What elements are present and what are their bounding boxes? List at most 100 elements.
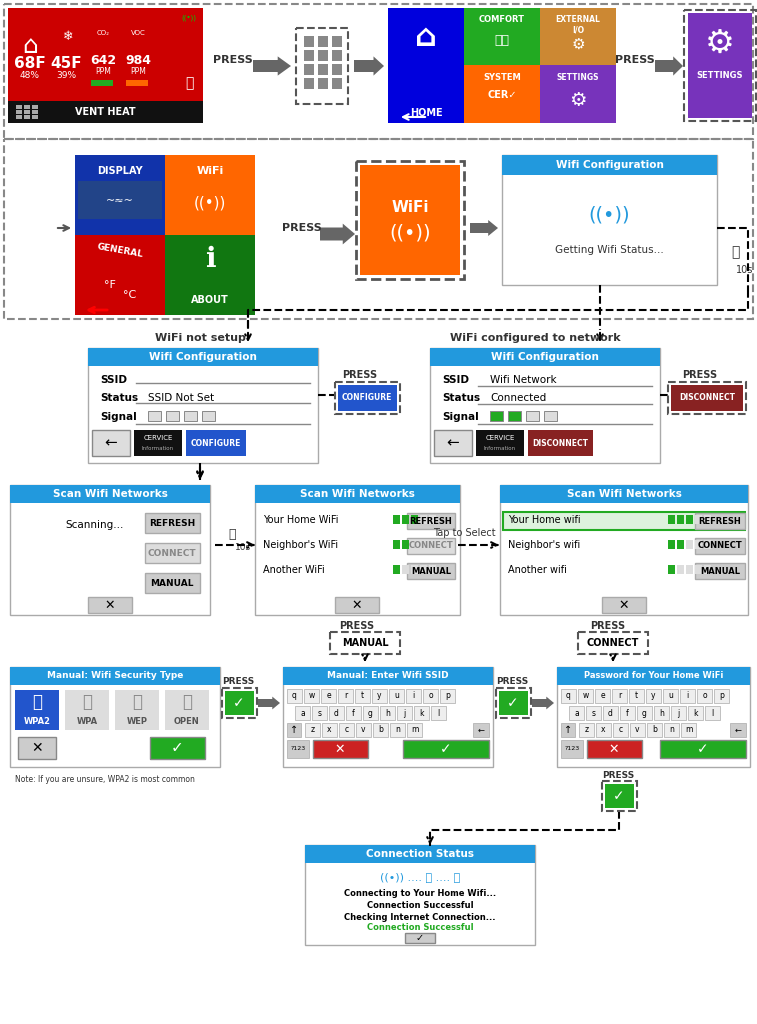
Text: 🔒: 🔒 xyxy=(32,693,42,711)
Bar xyxy=(393,515,400,524)
Bar xyxy=(561,689,576,703)
Bar xyxy=(620,706,635,720)
Text: u: u xyxy=(394,691,399,700)
Bar xyxy=(705,706,720,720)
Text: w: w xyxy=(308,691,315,700)
Bar xyxy=(420,565,427,574)
Text: c: c xyxy=(344,725,348,734)
Text: Connection Successful: Connection Successful xyxy=(366,900,473,909)
Bar xyxy=(145,513,200,534)
Text: REFRESH: REFRESH xyxy=(149,518,195,527)
Text: Your Home wifi: Your Home wifi xyxy=(508,515,581,525)
Text: PRESS: PRESS xyxy=(213,55,253,65)
Bar xyxy=(126,80,148,86)
Text: l: l xyxy=(712,709,714,718)
Bar xyxy=(569,706,584,720)
Bar xyxy=(430,348,660,366)
Bar xyxy=(10,667,220,685)
Bar xyxy=(403,740,489,758)
Bar xyxy=(434,430,472,456)
Bar xyxy=(312,706,327,720)
Text: MANUAL: MANUAL xyxy=(700,566,740,575)
Bar xyxy=(668,382,746,414)
Bar xyxy=(390,723,405,737)
Bar xyxy=(429,540,436,549)
Bar xyxy=(587,740,642,758)
Text: w: w xyxy=(582,691,589,700)
Text: 🔒: 🔒 xyxy=(82,693,92,711)
Text: ✓: ✓ xyxy=(613,790,625,803)
Bar xyxy=(500,485,748,615)
Text: ?123: ?123 xyxy=(565,746,580,752)
Bar xyxy=(668,540,675,549)
Text: ⚙: ⚙ xyxy=(572,37,585,51)
Bar xyxy=(695,515,702,524)
Text: SSID: SSID xyxy=(100,375,127,385)
Text: CONNECT: CONNECT xyxy=(409,542,453,551)
Text: ✓: ✓ xyxy=(416,933,424,943)
Bar xyxy=(420,515,427,524)
Text: i: i xyxy=(413,691,415,700)
Bar xyxy=(663,689,678,703)
Text: GENERAL: GENERAL xyxy=(96,243,144,259)
Text: j: j xyxy=(678,709,680,718)
Bar xyxy=(402,565,409,574)
Bar xyxy=(473,723,489,737)
Bar xyxy=(664,723,679,737)
Bar xyxy=(389,689,404,703)
Bar xyxy=(335,597,379,613)
Text: Neighbor's wifi: Neighbor's wifi xyxy=(508,540,581,550)
Text: Password for Your Home WiFi: Password for Your Home WiFi xyxy=(584,672,723,681)
Text: n: n xyxy=(395,725,400,734)
Text: x: x xyxy=(601,725,606,734)
Bar xyxy=(16,110,22,114)
Bar xyxy=(165,690,209,730)
Bar xyxy=(88,597,132,613)
Text: ↑: ↑ xyxy=(290,725,298,735)
Text: i: i xyxy=(687,691,689,700)
Bar xyxy=(402,515,409,524)
Text: ⌂: ⌂ xyxy=(415,24,437,52)
Bar xyxy=(677,540,684,549)
Bar xyxy=(423,689,438,703)
Bar xyxy=(629,689,644,703)
Bar xyxy=(602,781,637,811)
Text: 🌡: 🌡 xyxy=(185,76,193,90)
Text: CO₂: CO₂ xyxy=(96,30,110,36)
Text: 🔒: 🔒 xyxy=(182,693,192,711)
Text: PRESS: PRESS xyxy=(683,370,718,380)
Bar xyxy=(318,63,328,75)
Bar xyxy=(16,115,22,119)
Bar xyxy=(407,723,422,737)
Bar xyxy=(544,411,557,421)
Bar xyxy=(612,689,627,703)
Bar xyxy=(704,540,711,549)
Text: t: t xyxy=(361,691,364,700)
Text: ✕: ✕ xyxy=(31,741,43,755)
Text: 984: 984 xyxy=(125,53,151,67)
Text: r: r xyxy=(344,691,347,700)
Bar xyxy=(405,933,435,943)
Bar xyxy=(660,740,746,758)
Text: ⚙: ⚙ xyxy=(705,27,735,59)
Text: SETTINGS: SETTINGS xyxy=(556,73,600,82)
Text: Connection Status: Connection Status xyxy=(366,849,474,859)
Bar xyxy=(304,689,319,703)
Text: WiFi: WiFi xyxy=(196,166,223,176)
Bar xyxy=(88,348,318,463)
Text: b: b xyxy=(652,725,657,734)
Bar xyxy=(668,565,675,574)
Text: WiFi: WiFi xyxy=(391,200,428,214)
Bar xyxy=(411,515,418,524)
Bar xyxy=(363,706,378,720)
Text: ABOUT: ABOUT xyxy=(191,295,229,305)
Text: REFRESH: REFRESH xyxy=(699,516,741,525)
Bar xyxy=(420,540,427,549)
Text: Wifi Network: Wifi Network xyxy=(490,375,556,385)
Bar xyxy=(503,512,745,530)
Text: 10s: 10s xyxy=(737,265,754,275)
Bar xyxy=(24,115,30,119)
Text: COMFORT: COMFORT xyxy=(479,15,525,25)
Text: ((•)): ((•)) xyxy=(589,206,631,224)
Bar xyxy=(578,632,648,654)
